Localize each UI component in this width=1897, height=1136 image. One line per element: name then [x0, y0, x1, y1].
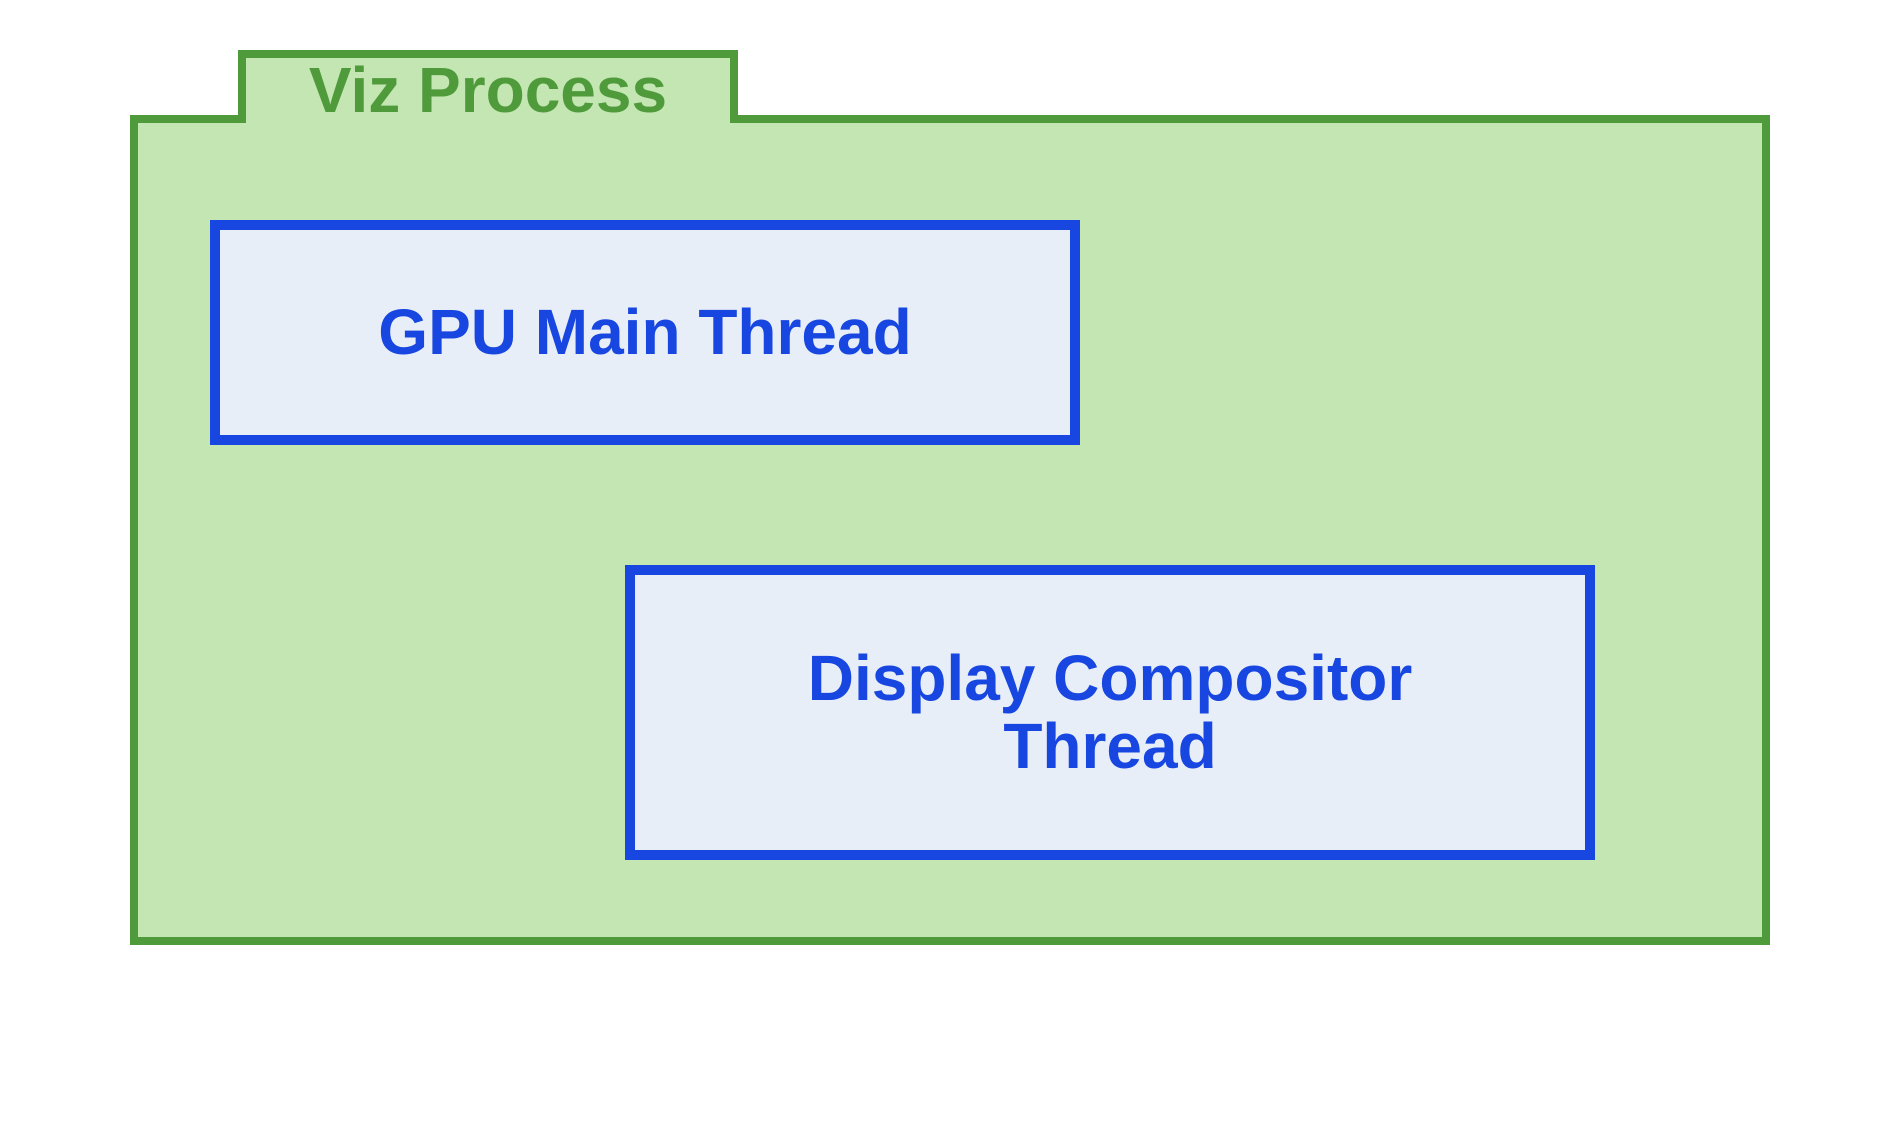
tab-join-mask [246, 115, 730, 123]
display-compositor-thread-label: Display Compositor Thread [808, 645, 1413, 779]
diagram-canvas: Viz Process GPU Main Thread Display Comp… [0, 0, 1897, 1136]
display-compositor-thread-box: Display Compositor Thread [625, 565, 1595, 860]
viz-process-tab: Viz Process [238, 50, 738, 122]
gpu-main-thread-label: GPU Main Thread [378, 299, 911, 366]
gpu-main-thread-box: GPU Main Thread [210, 220, 1080, 445]
